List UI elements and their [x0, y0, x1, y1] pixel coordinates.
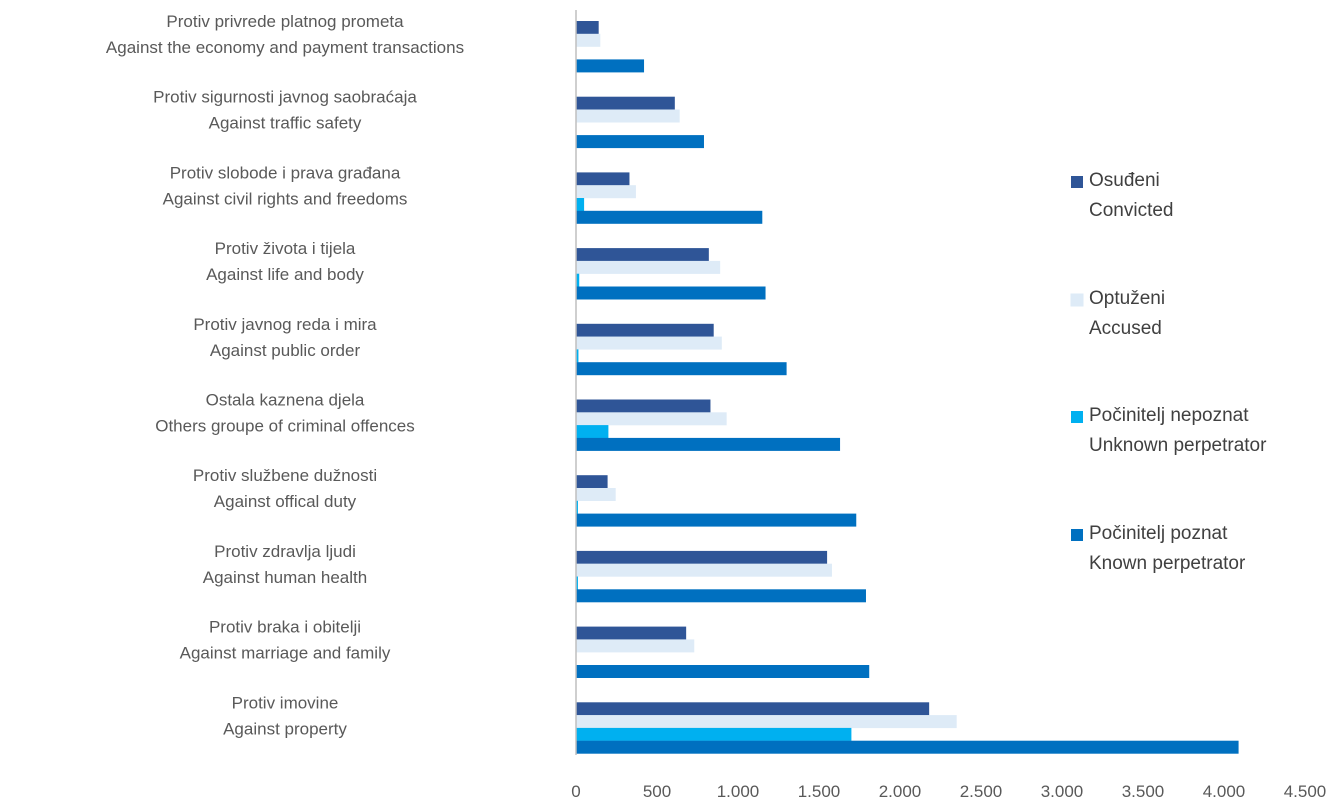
legend-label: Optuženi — [1089, 288, 1165, 309]
x-tick-label: 3.500 — [1122, 782, 1165, 801]
x-tick-label: 4.000 — [1203, 782, 1246, 801]
bar-group — [576, 550, 866, 603]
category-label-line1: Protiv života i tijela — [215, 239, 356, 258]
bar — [576, 437, 841, 451]
chart-bars — [576, 21, 1239, 754]
legend-swatch — [1071, 411, 1083, 423]
legend-label-en: Known perpetrator — [1089, 553, 1246, 574]
bar-group — [576, 21, 645, 73]
bar — [576, 576, 578, 590]
bar — [576, 185, 636, 199]
category-label-line2: Others groupe of criminal offences — [155, 417, 415, 436]
legend-label: Počinitelj poznat — [1089, 523, 1228, 544]
bar — [576, 172, 630, 186]
legend: Osuđeni Convicted Optuženi Accused Počinitel… — [1070, 170, 1267, 574]
category-label-line1: Protiv slobode i prava građana — [170, 163, 401, 182]
x-tick-label: 3.000 — [1041, 782, 1084, 801]
bar — [576, 563, 832, 577]
legend-swatch — [1070, 293, 1084, 307]
bar — [576, 96, 675, 110]
bar-group — [576, 702, 1239, 754]
x-tick-label: 0 — [571, 782, 580, 801]
legend-swatch — [1071, 176, 1083, 188]
bar — [576, 260, 721, 274]
category-label-line2: Against public order — [210, 341, 361, 360]
bar — [576, 740, 1239, 754]
bar-group — [576, 399, 841, 451]
bar-group — [576, 323, 787, 376]
category-label-line2: Against offical duty — [214, 492, 357, 511]
legend-item: Počinitelj poznat Known perpetrator — [1071, 523, 1246, 574]
bar — [576, 362, 787, 376]
category-label-line1: Ostala kaznena djela — [206, 391, 365, 410]
category-label-line2: Against the economy and payment transact… — [106, 38, 464, 57]
category-label-line1: Protiv braka i obitelji — [209, 618, 361, 637]
bar — [576, 336, 722, 350]
bar — [576, 488, 616, 501]
x-tick-label: 4.500 — [1284, 782, 1327, 801]
legend-label-en: Convicted — [1089, 200, 1174, 221]
bar — [576, 589, 866, 603]
bar — [576, 198, 585, 211]
category-label-line1: Protiv sigurnosti javnog saobraćaja — [153, 88, 417, 107]
bar — [576, 550, 828, 564]
category-label-line1: Protiv službene dužnosti — [193, 466, 377, 485]
x-tick-label: 2.000 — [879, 782, 922, 801]
x-tick-label: 1.000 — [717, 782, 760, 801]
bar — [576, 109, 680, 123]
legend-label: Osuđeni — [1089, 170, 1160, 191]
x-tick-label: 500 — [643, 782, 671, 801]
bar — [576, 412, 727, 426]
bar — [576, 59, 645, 73]
category-label-line2: Against life and body — [206, 265, 364, 284]
category-label-line2: Against traffic safety — [209, 114, 362, 133]
x-tick-label: 1.500 — [798, 782, 841, 801]
bar-group — [576, 475, 857, 527]
category-label-line2: Against property — [223, 719, 347, 738]
category-label-line1: Protiv privrede platnog prometa — [166, 12, 404, 31]
bar — [576, 273, 580, 287]
bar-group — [576, 96, 704, 149]
bar-group — [576, 248, 766, 300]
bar — [576, 702, 930, 716]
legend-swatch — [1071, 529, 1083, 541]
category-label-line2: Against marriage and family — [180, 644, 391, 663]
bar — [576, 286, 766, 300]
category-labels: Protiv privrede platnog prometa Against t… — [106, 12, 464, 738]
bar — [576, 349, 579, 363]
bar — [576, 715, 957, 729]
category-label-line2: Against civil rights and freedoms — [163, 189, 408, 208]
bar — [576, 727, 852, 741]
x-axis-tick-labels: 0 500 1.000 1.500 2.000 2.500 3.000 3.500 4.000 4… — [571, 782, 1326, 801]
bar — [576, 135, 704, 149]
bar — [576, 323, 714, 337]
bar — [576, 475, 608, 489]
bar — [576, 665, 870, 678]
bar — [576, 639, 695, 653]
legend-item: Optuženi Accused — [1070, 288, 1165, 339]
category-label-line1: Protiv javnog reda i mira — [193, 315, 377, 334]
bar — [576, 500, 578, 514]
x-tick-label: 2.500 — [960, 782, 1003, 801]
legend-label-en: Unknown perpetrator — [1089, 435, 1267, 456]
bar — [576, 33, 601, 47]
bar-group — [576, 626, 870, 678]
bar — [576, 210, 763, 224]
category-label-line1: Protiv imovine — [232, 693, 339, 712]
bar — [576, 513, 857, 527]
legend-item: Osuđeni Convicted — [1071, 170, 1174, 221]
bar — [576, 248, 709, 262]
legend-item: Počinitelj nepoznat Unknown perpetrator — [1071, 405, 1267, 456]
bar-group — [576, 172, 763, 224]
category-label-line1: Protiv zdravlja ljudi — [214, 542, 356, 561]
bar — [576, 626, 687, 640]
bar — [576, 399, 711, 413]
legend-label-en: Accused — [1089, 318, 1162, 339]
bar — [576, 21, 599, 34]
legend-label: Počinitelj nepoznat — [1089, 405, 1249, 426]
bar — [576, 425, 609, 439]
category-label-line2: Against human health — [203, 568, 367, 587]
